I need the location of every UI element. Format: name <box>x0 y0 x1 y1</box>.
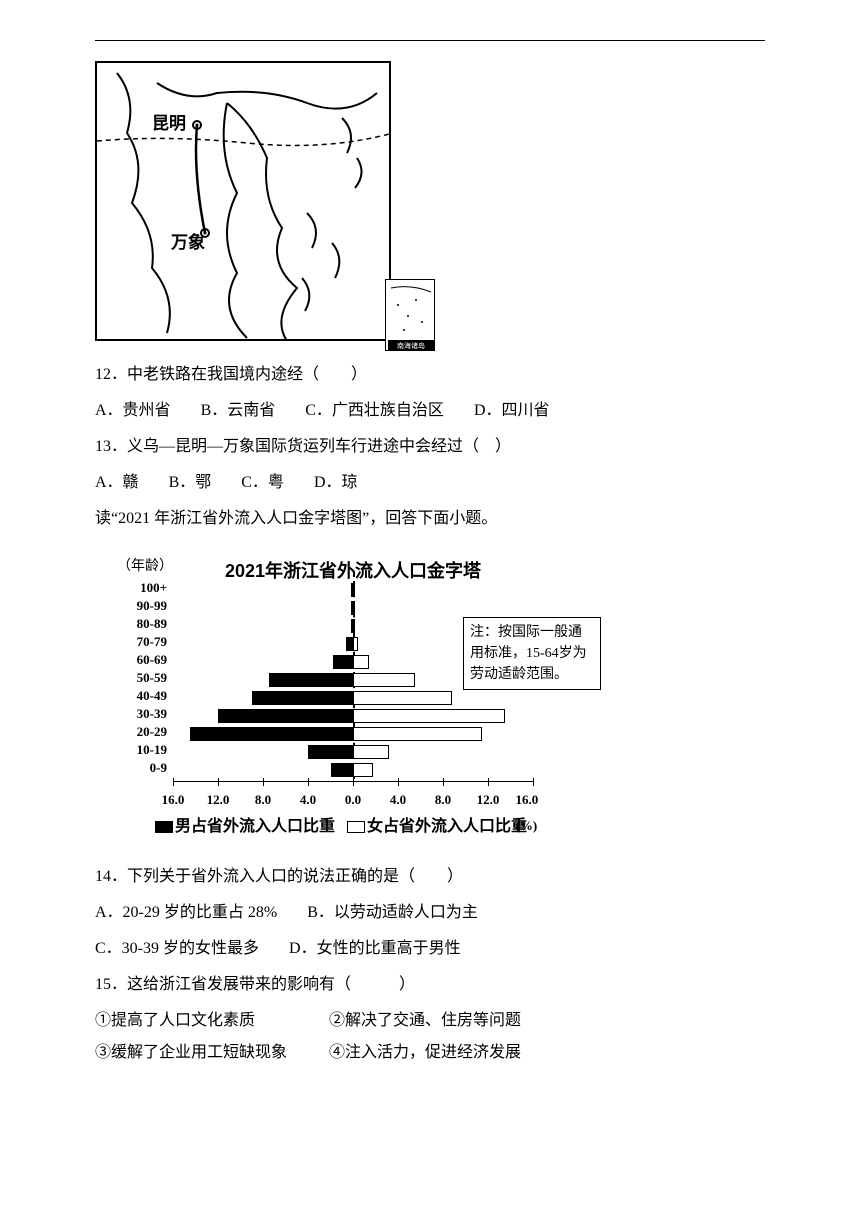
bar-female <box>353 583 355 597</box>
q14-opt-d[interactable]: D．女性的比重高于男性 <box>289 933 461 965</box>
pyramid-row <box>173 583 533 597</box>
bar-male <box>269 673 353 687</box>
bar-male <box>308 745 353 759</box>
q15-items-row1: ①提高了人口文化素质 ②解决了交通、住房等问题 <box>95 1005 765 1037</box>
bar-male <box>252 691 353 705</box>
q15-stem: 15．这给浙江省发展带来的影响有（ ） <box>95 969 765 1001</box>
map-svg: 昆明 万象 <box>97 63 391 341</box>
x-tick <box>398 778 399 786</box>
q13-opt-c[interactable]: C．粤 <box>241 467 284 499</box>
pyramid-legend: 男占省外流入人口比重 女占省外流入人口比重 <box>155 811 527 843</box>
age-label: 70-79 <box>113 633 167 651</box>
q13-opt-b[interactable]: B．鄂 <box>169 467 212 499</box>
x-label: 8.0 <box>435 787 451 813</box>
q13-options: A．赣 B．鄂 C．粤 D．琼 <box>95 467 765 499</box>
bar-female <box>353 745 389 759</box>
map-label-kunming: 昆明 <box>152 114 186 133</box>
age-label: 50-59 <box>113 669 167 687</box>
pyramid-figure: （年龄） 2021年浙江省外流入人口金字塔 100+90-9980-8970-7… <box>95 553 595 853</box>
q13-opt-a[interactable]: A．赣 <box>95 467 139 499</box>
legend-swatch-female <box>347 821 365 833</box>
x-tick <box>173 778 174 786</box>
bar-female <box>353 673 415 687</box>
pyramid-row <box>173 727 533 741</box>
q15-item-1: ①提高了人口文化素质 <box>95 1005 325 1037</box>
x-label: 16.0 <box>162 787 185 813</box>
age-label: 100+ <box>113 579 167 597</box>
pyramid-ylabel: （年龄） <box>117 553 173 581</box>
q12-opt-a[interactable]: A．贵州省 <box>95 395 171 427</box>
q13-opt-d[interactable]: D．琼 <box>314 467 358 499</box>
q15-item-2: ②解决了交通、住房等问题 <box>329 1005 559 1037</box>
age-label: 40-49 <box>113 687 167 705</box>
bar-female <box>353 727 482 741</box>
x-tick <box>533 778 534 786</box>
x-label: 4.0 <box>300 787 316 813</box>
x-tick <box>218 778 219 786</box>
bar-male <box>190 727 353 741</box>
q14-options-row2: C．30-39 岁的女性最多 D．女性的比重高于男性 <box>95 933 765 965</box>
q15-item-4: ④注入活力，促进经济发展 <box>329 1037 559 1069</box>
bar-male <box>333 655 353 669</box>
legend-swatch-male <box>155 821 173 833</box>
pyramid-row <box>173 745 533 759</box>
pyramid-row <box>173 691 533 705</box>
bar-female <box>353 655 369 669</box>
svg-text:南海诸岛: 南海诸岛 <box>397 341 425 350</box>
q15-item-3: ③缓解了企业用工短缺现象 <box>95 1037 325 1069</box>
x-tick <box>353 778 354 786</box>
age-label: 90-99 <box>113 597 167 615</box>
bar-male <box>346 637 353 651</box>
x-tick <box>308 778 309 786</box>
q13-stem: 13．义乌—昆明—万象国际货运列车行进途中会经过（ ） <box>95 431 765 463</box>
bar-female <box>353 709 505 723</box>
map-inset: 南海诸岛 <box>385 279 435 351</box>
q12-options: A．贵州省 B．云南省 C．广西壮族自治区 D．四川省 <box>95 395 765 427</box>
pyramid-note-box: 注：按国际一般通用标准，15-64岁为劳动适龄范围。 <box>463 617 601 690</box>
x-tick <box>443 778 444 786</box>
age-label: 30-39 <box>113 705 167 723</box>
q14-stem: 14．下列关于省外流入人口的说法正确的是（ ） <box>95 861 765 893</box>
q12-opt-b[interactable]: B．云南省 <box>201 395 276 427</box>
age-label: 20-29 <box>113 723 167 741</box>
x-label: 8.0 <box>255 787 271 813</box>
legend-female-label: 女占省外流入人口比重 <box>367 818 527 835</box>
map-figure: 昆明 万象 南海诸岛 <box>95 61 435 351</box>
pyramid-row <box>173 763 533 777</box>
instruction-pyramid: 读“2021 年浙江省外流入人口金字塔图”，回答下面小题。 <box>95 503 765 535</box>
q12-opt-d[interactable]: D．四川省 <box>474 395 550 427</box>
q14-opt-c[interactable]: C．30-39 岁的女性最多 <box>95 933 259 965</box>
x-label: 0.0 <box>345 787 361 813</box>
age-label: 60-69 <box>113 651 167 669</box>
pyramid-age-labels: 100+90-9980-8970-7960-6950-5940-4930-392… <box>113 579 167 777</box>
legend-male-label: 男占省外流入人口比重 <box>175 818 335 835</box>
q14-options-row1: A．20-29 岁的比重占 28% B．以劳动适龄人口为主 <box>95 897 765 929</box>
bar-female <box>353 763 373 777</box>
pyramid-row <box>173 601 533 615</box>
map-label-vientiane: 万象 <box>170 232 205 252</box>
bar-female <box>353 637 358 651</box>
x-tick <box>488 778 489 786</box>
map-main: 昆明 万象 <box>95 61 391 341</box>
age-label: 10-19 <box>113 741 167 759</box>
x-label: 12.0 <box>477 787 500 813</box>
age-label: 80-89 <box>113 615 167 633</box>
x-tick <box>263 778 264 786</box>
q15-items-row2: ③缓解了企业用工短缺现象 ④注入活力，促进经济发展 <box>95 1037 765 1069</box>
q14-opt-a[interactable]: A．20-29 岁的比重占 28% <box>95 897 277 929</box>
bar-male <box>218 709 353 723</box>
top-rule <box>95 40 765 41</box>
bar-female <box>353 691 452 705</box>
q12-stem: 12．中老铁路在我国境内途经（ ） <box>95 359 765 391</box>
pyramid-row <box>173 709 533 723</box>
bar-female <box>353 601 355 615</box>
q12-opt-c[interactable]: C．广西壮族自治区 <box>305 395 444 427</box>
x-label: 12.0 <box>207 787 230 813</box>
q14-opt-b[interactable]: B．以劳动适龄人口为主 <box>307 897 478 929</box>
age-label: 0-9 <box>113 759 167 777</box>
x-label: 4.0 <box>390 787 406 813</box>
bar-male <box>331 763 354 777</box>
bar-female <box>353 619 355 633</box>
